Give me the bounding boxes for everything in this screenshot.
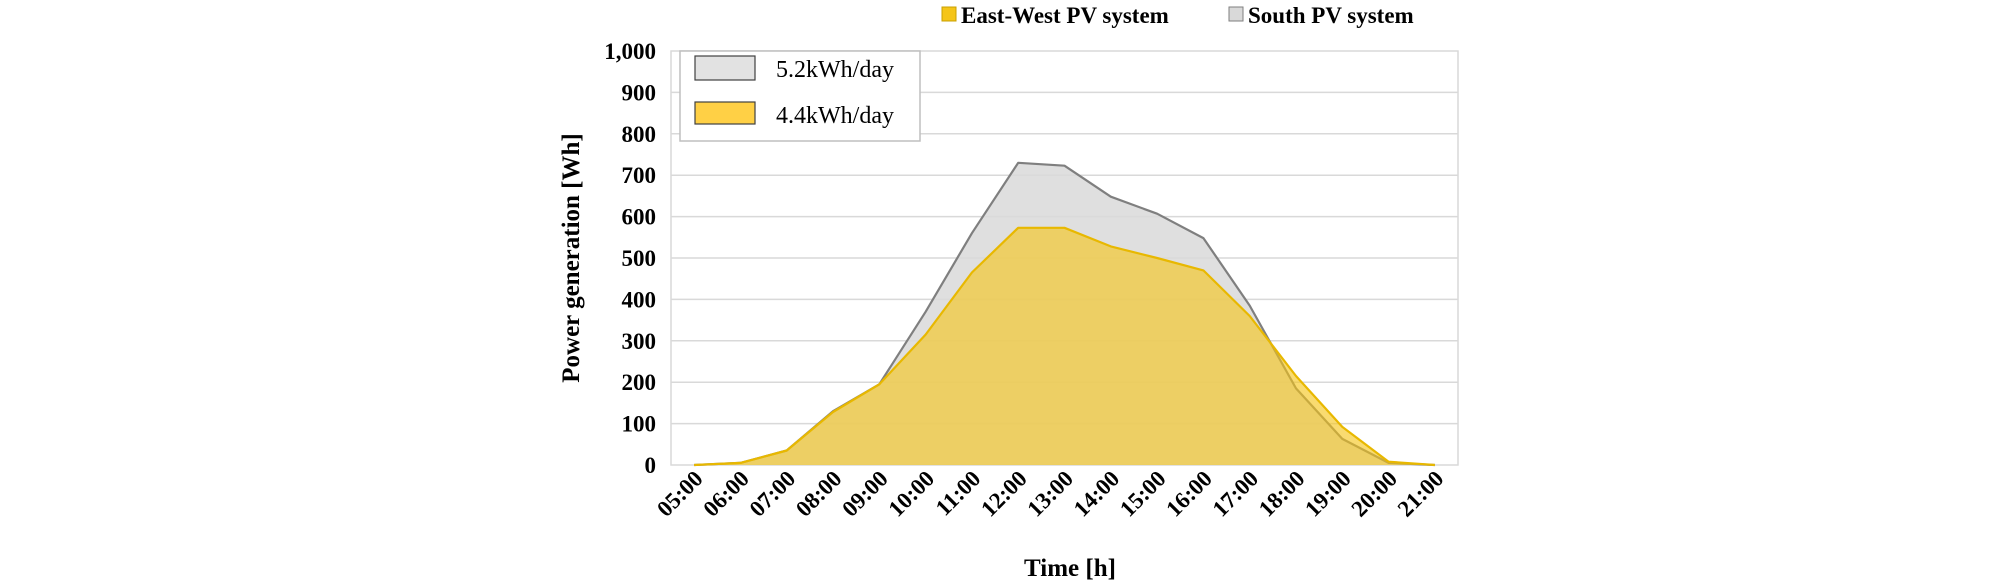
x-tick-label: 09:00 <box>837 466 893 522</box>
x-tick-label: 16:00 <box>1161 466 1217 522</box>
x-tick-label: 05:00 <box>652 466 708 522</box>
y-tick-label: 800 <box>622 122 657 147</box>
legend-swatch-east-west <box>941 6 957 22</box>
y-tick-label: 300 <box>622 329 657 354</box>
legend-label-south: South PV system <box>1248 3 1414 28</box>
annotation-swatch-east-west <box>694 101 756 125</box>
x-tick-label: 21:00 <box>1393 466 1449 522</box>
legend-swatch-south <box>1228 6 1244 22</box>
x-axis-ticks: 05:0006:0007:0008:0009:0010:0011:0012:00… <box>652 466 1448 522</box>
y-tick-label: 700 <box>622 163 657 188</box>
energy-annotation-box: 5.2kWh/day 4.4kWh/day <box>679 50 921 142</box>
x-tick-label: 12:00 <box>976 466 1032 522</box>
x-tick-label: 07:00 <box>745 466 801 522</box>
chart-legend: East-West PV system South PV system <box>941 3 1414 28</box>
area-east-west-pv-system <box>694 227 1435 465</box>
line-east-west-pv-system <box>694 226 1435 467</box>
x-tick-label: 18:00 <box>1254 466 1310 522</box>
y-tick-label: 1,000 <box>604 39 656 64</box>
x-tick-label: 08:00 <box>791 466 847 522</box>
series-areas <box>694 161 1435 467</box>
y-tick-label: 600 <box>622 205 657 230</box>
y-tick-label: 400 <box>622 287 657 312</box>
x-tick-label: 06:00 <box>698 466 754 522</box>
x-tick-label: 10:00 <box>884 466 940 522</box>
x-tick-label: 13:00 <box>1022 466 1078 522</box>
y-axis-title: Power generation [Wh] <box>558 133 585 383</box>
annotation-south-energy: 5.2kWh/day <box>776 57 894 83</box>
x-tick-label: 20:00 <box>1346 466 1402 522</box>
y-axis-ticks: 0 100 200 300 400 500 600 700 800 900 1,000 <box>604 39 656 478</box>
y-tick-label: 500 <box>622 246 657 271</box>
x-axis-title: Time [h] <box>1024 555 1116 582</box>
annotation-swatch-south <box>694 55 756 81</box>
x-tick-label: 14:00 <box>1069 466 1125 522</box>
x-tick-label: 11:00 <box>931 466 986 521</box>
y-tick-label: 200 <box>622 370 657 395</box>
annotation-east-west-energy: 4.4kWh/day <box>776 103 894 129</box>
y-tick-label: 100 <box>622 412 657 437</box>
y-tick-label: 900 <box>622 80 657 105</box>
y-tick-label: 0 <box>645 453 657 478</box>
x-tick-label: 19:00 <box>1300 466 1356 522</box>
x-tick-label: 15:00 <box>1115 466 1171 522</box>
legend-label-east-west: East-West PV system <box>961 3 1169 28</box>
x-tick-label: 17:00 <box>1208 466 1264 522</box>
